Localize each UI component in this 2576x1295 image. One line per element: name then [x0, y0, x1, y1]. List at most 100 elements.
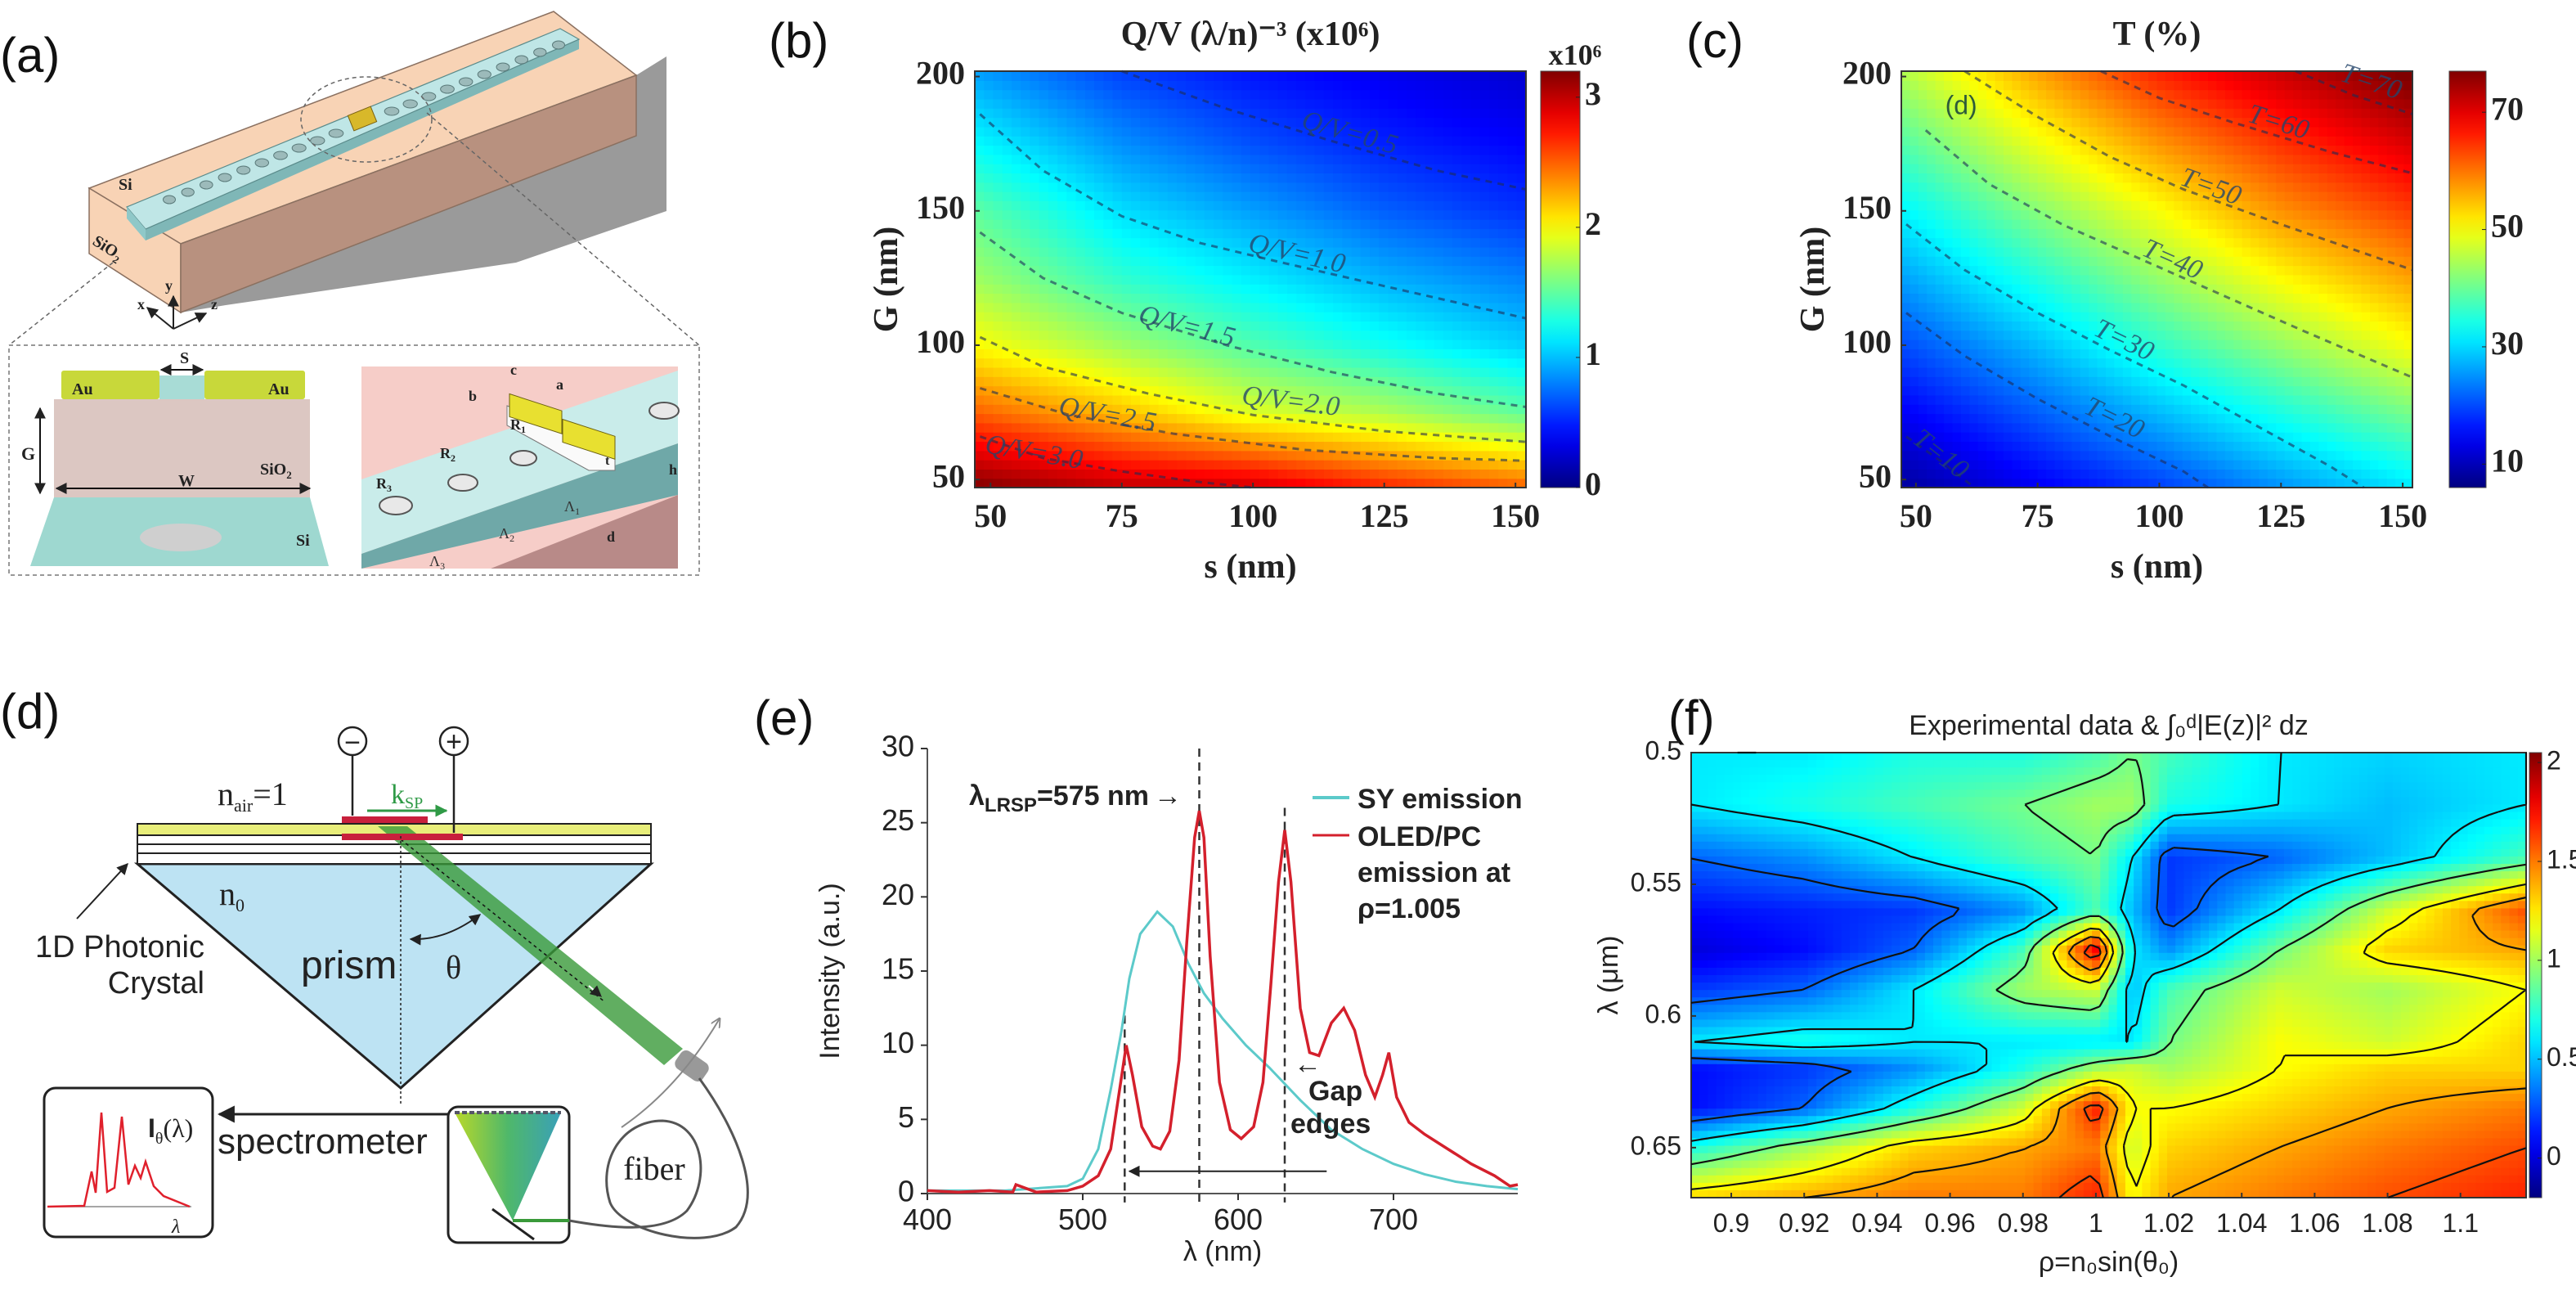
heatmap-cell	[1461, 284, 1471, 294]
heatmap-cell	[1416, 330, 1425, 340]
heatmap-cell	[1315, 339, 1325, 349]
heatmap-cell	[1452, 423, 1462, 433]
heatmap-cell	[2353, 312, 2362, 322]
heatmap-cell	[1103, 451, 1113, 461]
heatmap-cell	[2208, 219, 2217, 229]
heatmap-cell	[1131, 228, 1141, 238]
heatmap-cell	[2242, 173, 2251, 182]
heatmap-cell	[1361, 358, 1371, 368]
heatmap-cell	[975, 219, 985, 229]
heatmap-cell	[2157, 293, 2166, 303]
heatmap-cell	[1461, 71, 1471, 81]
heatmap-cell	[1057, 191, 1067, 201]
heatmap-cell	[1177, 358, 1187, 368]
heatmap-cell	[984, 136, 994, 146]
heatmap-cell	[1048, 330, 1058, 340]
heatmap-cell	[1186, 210, 1196, 220]
heatmap-cell	[1241, 210, 1251, 220]
heatmap-cell	[1103, 339, 1113, 349]
heatmap-cell	[1978, 155, 1987, 164]
heatmap-cell	[2071, 404, 2080, 414]
heatmap-cell	[2293, 219, 2302, 229]
heatmap-cell	[1370, 348, 1380, 358]
heatmap-cell	[1012, 376, 1021, 386]
heatmap-cell	[993, 155, 1003, 164]
heatmap-cell	[1021, 414, 1030, 424]
heatmap-cell	[1370, 90, 1380, 100]
heatmap-cell	[1508, 303, 1518, 313]
heatmap-cell	[1287, 451, 1297, 461]
heatmap-cell	[2216, 247, 2225, 257]
heatmap-cell	[1205, 182, 1214, 192]
heatmap-cell	[2106, 275, 2115, 285]
heatmap-cell	[2395, 404, 2404, 414]
heatmap-cell	[2046, 182, 2055, 192]
heatmap-cell	[1039, 127, 1049, 137]
heatmap-cell	[1443, 182, 1453, 192]
heatmap-cell	[2148, 182, 2157, 192]
heatmap-cell	[1250, 164, 1260, 173]
heatmap-cell	[2276, 376, 2285, 386]
heatmap-cell	[1443, 219, 1453, 229]
heatmap-cell	[1030, 182, 1039, 192]
heatmap-cell	[2225, 238, 2234, 248]
heatmap-cell	[1416, 339, 1425, 349]
heatmap-cell	[1452, 182, 1462, 192]
heatmap-cell	[2404, 348, 2413, 358]
heatmap-cell	[2387, 247, 2396, 257]
heatmap-cell	[1498, 99, 1508, 109]
heatmap-cell	[1012, 108, 1021, 118]
heatmap-cell	[2174, 479, 2183, 488]
heatmap-cell	[1030, 256, 1039, 266]
heatmap-cell	[1461, 90, 1471, 100]
heatmap-cell	[1944, 191, 1953, 201]
heatmap-cell	[1012, 293, 1021, 303]
heatmap-cell	[2021, 266, 2030, 276]
heatmap-cell	[1168, 108, 1178, 118]
heatmap-cell	[1471, 330, 1481, 340]
heatmap-cell	[1443, 358, 1453, 368]
heatmap-cell	[2191, 303, 2200, 313]
heatmap-cell	[1398, 321, 1407, 330]
heatmap-cell	[2370, 479, 2379, 488]
heatmap-cell	[2123, 238, 2132, 248]
heatmap-cell	[1205, 358, 1214, 368]
heatmap-cell	[2055, 330, 2064, 340]
heatmap-cell	[1168, 266, 1178, 276]
heatmap-cell	[1471, 293, 1481, 303]
heatmap-cell	[1057, 228, 1067, 238]
heatmap-cell	[1168, 460, 1178, 470]
heatmap-cell	[1214, 71, 1223, 81]
heatmap-cell	[1352, 303, 1362, 313]
heatmap-cell	[2404, 247, 2413, 257]
heatmap-cell	[1407, 479, 1416, 488]
heatmap-cell	[1489, 145, 1499, 155]
heatmap-cell	[2123, 191, 2132, 201]
heatmap-cell	[2395, 303, 2404, 313]
heatmap-cell	[1352, 460, 1362, 470]
heatmap-cell	[2123, 367, 2132, 377]
heatmap-cell	[1039, 210, 1049, 220]
heatmap-cell	[2183, 404, 2192, 414]
heatmap-cell	[2378, 479, 2387, 488]
heatmap-cell	[1214, 191, 1223, 201]
heatmap-cell	[2123, 469, 2132, 479]
heatmap-cell	[2080, 469, 2089, 479]
heatmap-cell	[2268, 303, 2277, 313]
heatmap-cell	[1461, 348, 1471, 358]
heatmap-cell	[1122, 460, 1132, 470]
heatmap-cell	[2004, 330, 2013, 340]
heatmap-cell	[2071, 423, 2080, 433]
heatmap-cell	[2165, 210, 2174, 220]
heatmap-cell	[2055, 395, 2064, 405]
heatmap-cell	[1287, 90, 1297, 100]
heatmap-cell	[1241, 423, 1251, 433]
heatmap-cell	[2242, 441, 2251, 451]
heatmap-cell	[1030, 238, 1039, 248]
heatmap-cell	[2165, 173, 2174, 182]
heatmap-cell	[1936, 386, 1945, 396]
heatmap-cell	[2285, 247, 2294, 257]
heatmap-cell	[2251, 339, 2260, 349]
hole	[237, 166, 250, 174]
heatmap-cell	[2370, 164, 2379, 173]
